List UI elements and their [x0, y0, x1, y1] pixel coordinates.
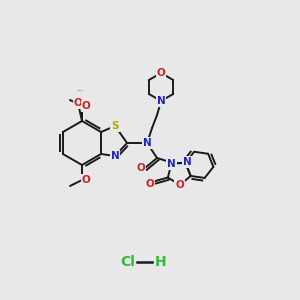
Text: N: N — [183, 157, 191, 167]
Text: O: O — [146, 179, 154, 190]
Text: O: O — [74, 98, 82, 108]
Text: N: N — [167, 159, 176, 169]
Text: O: O — [157, 68, 165, 78]
Text: O: O — [137, 163, 146, 173]
Text: S: S — [111, 121, 119, 131]
Text: H: H — [155, 255, 167, 269]
Text: O: O — [176, 180, 184, 190]
Text: O: O — [82, 175, 90, 185]
Text: N: N — [157, 96, 165, 106]
Text: N: N — [111, 151, 119, 161]
Text: N: N — [143, 138, 152, 148]
Text: Cl: Cl — [121, 255, 135, 269]
Text: methoxy: methoxy — [78, 90, 84, 91]
Text: O: O — [82, 101, 90, 111]
